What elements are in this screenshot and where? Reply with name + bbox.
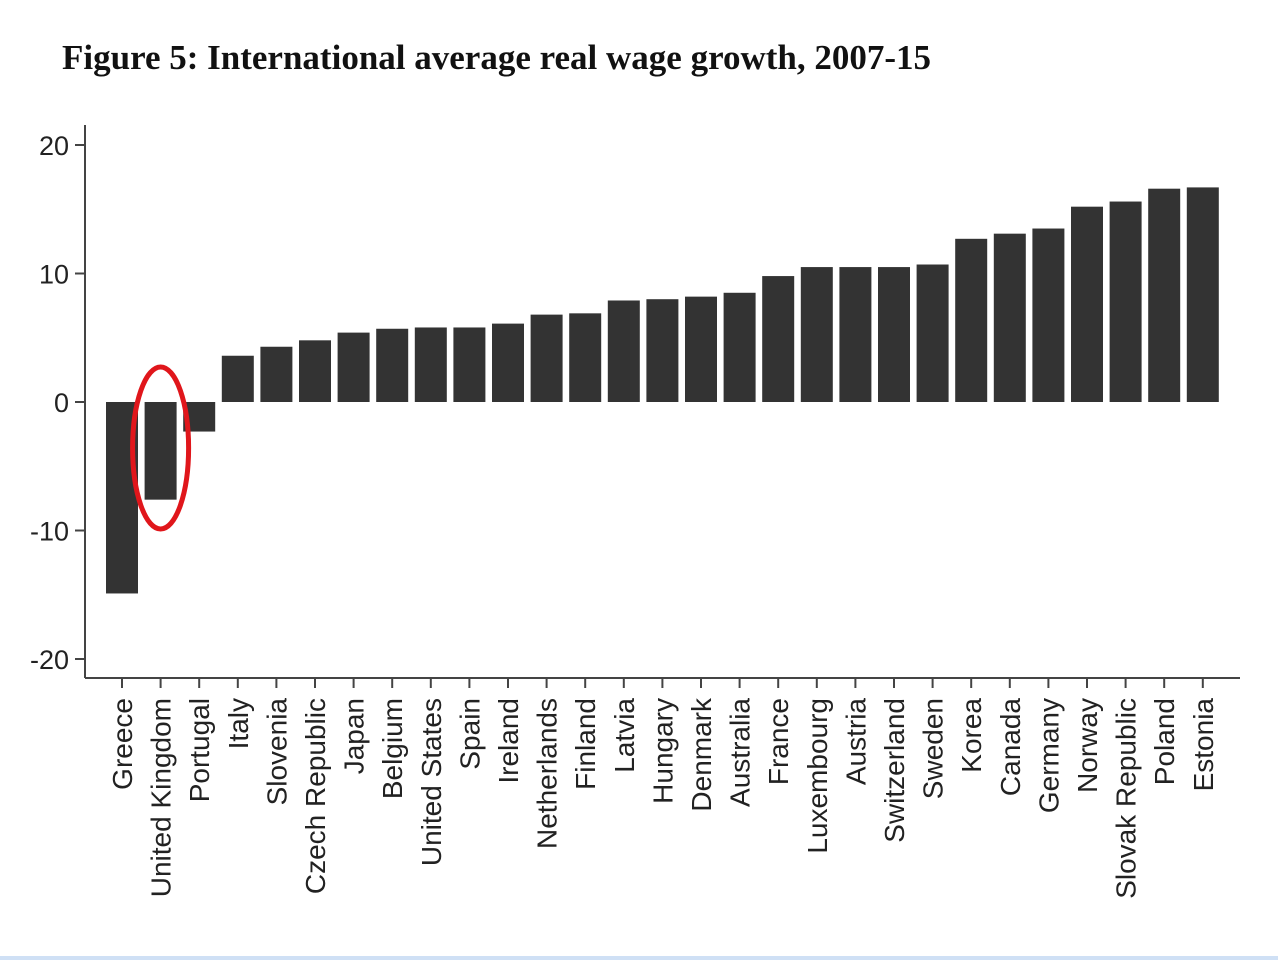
chart-title: Figure 5: International average real wag… bbox=[62, 38, 932, 77]
x-tick-label: Australia bbox=[725, 698, 756, 807]
x-tick-label: Hungary bbox=[647, 698, 678, 804]
bar-poland bbox=[1148, 188, 1181, 402]
x-tick-label: Ireland bbox=[493, 698, 524, 784]
x-tick-label: Latvia bbox=[609, 698, 640, 773]
x-tick-label: Greece bbox=[107, 698, 138, 790]
x-tick-label: Korea bbox=[956, 698, 987, 773]
bar-austria bbox=[839, 267, 872, 402]
bar-united-kingdom bbox=[144, 402, 177, 500]
y-tick-label: -10 bbox=[30, 517, 69, 547]
x-tick-label: Italy bbox=[223, 698, 254, 749]
highlight-ellipse bbox=[130, 364, 192, 532]
x-tick-label: Slovenia bbox=[261, 698, 292, 806]
bar-japan bbox=[337, 332, 370, 402]
bar-united-states bbox=[414, 327, 447, 402]
y-tick-label: -20 bbox=[30, 645, 69, 675]
x-tick-label: Belgium bbox=[377, 698, 408, 799]
bar-canada bbox=[993, 233, 1026, 402]
bottom-border bbox=[0, 956, 1278, 960]
x-tick-label: Finland bbox=[570, 698, 601, 790]
bar-estonia bbox=[1186, 187, 1219, 402]
x-tick-label: United Kingdom bbox=[146, 698, 177, 897]
x-tick-label: Norway bbox=[1072, 698, 1103, 793]
bar-france bbox=[762, 276, 795, 402]
bar-switzerland bbox=[878, 267, 910, 402]
bar-germany bbox=[1032, 228, 1065, 402]
bar-norway bbox=[1071, 206, 1103, 402]
x-tick-label: Germany bbox=[1033, 698, 1064, 813]
x-tick-label: Estonia bbox=[1188, 698, 1219, 792]
x-tick-label: France bbox=[763, 698, 794, 785]
bar-belgium bbox=[376, 328, 409, 402]
bar-ireland bbox=[492, 323, 524, 402]
x-tick-label: Poland bbox=[1149, 698, 1180, 785]
x-tick-label: Portugal bbox=[184, 698, 215, 802]
bar-czech-republic bbox=[299, 340, 331, 402]
x-tick-label: Czech Republic bbox=[300, 698, 331, 894]
bar-denmark bbox=[685, 296, 717, 402]
bar-netherlands bbox=[530, 314, 563, 402]
x-tick-label: Spain bbox=[454, 698, 485, 770]
bar-hungary bbox=[646, 299, 679, 402]
bar-spain bbox=[453, 327, 486, 402]
bar-australia bbox=[723, 292, 756, 402]
x-tick-label: United States bbox=[416, 698, 447, 866]
x-tick-label: Japan bbox=[339, 698, 370, 774]
bar-korea bbox=[955, 238, 988, 402]
bar-sweden bbox=[916, 264, 949, 402]
bar-italy bbox=[221, 355, 254, 402]
x-tick-label: Canada bbox=[995, 698, 1026, 797]
x-tick-label: Austria bbox=[840, 698, 871, 786]
x-tick-label: Denmark bbox=[686, 697, 717, 812]
bar-finland bbox=[569, 313, 602, 402]
bar-luxembourg bbox=[800, 267, 833, 402]
x-tick-label: Netherlands bbox=[532, 698, 563, 849]
bar-slovenia bbox=[260, 346, 293, 402]
y-tick-label: 20 bbox=[39, 131, 69, 161]
bar-slovak-republic bbox=[1109, 201, 1142, 402]
x-tick-label: Sweden bbox=[918, 698, 949, 799]
y-tick-label: 0 bbox=[54, 388, 69, 418]
x-tick-label: Slovak Republic bbox=[1111, 698, 1142, 899]
x-tick-label: Switzerland bbox=[879, 698, 910, 843]
y-tick-label: 10 bbox=[39, 260, 69, 290]
bar-latvia bbox=[607, 300, 640, 402]
x-tick-label: Luxembourg bbox=[802, 698, 833, 854]
